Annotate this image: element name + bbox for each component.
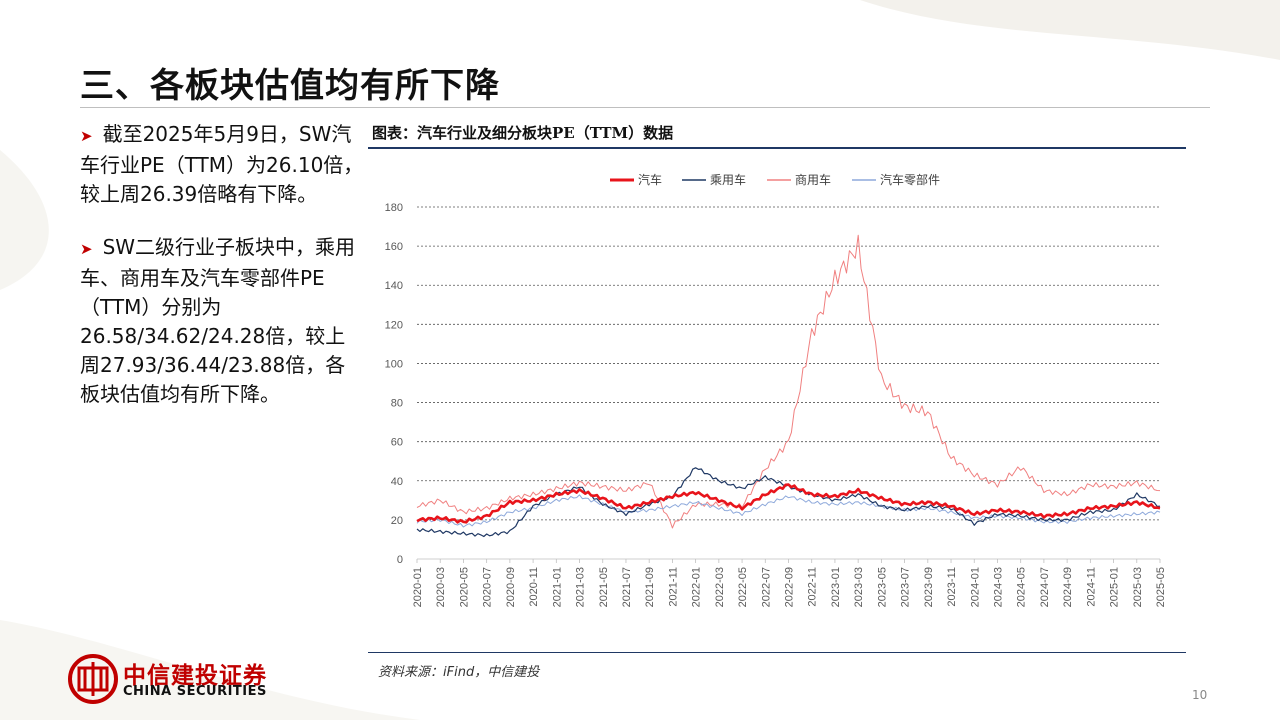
y-tick-label: 180 <box>385 202 403 214</box>
y-tick-label: 120 <box>385 319 403 331</box>
pe-line-chart: 0 20 40 60 80 100 120 140 160 180 2020-01 2020-03 20… <box>385 172 1167 607</box>
x-tick-label: 2021-09 <box>644 567 656 607</box>
x-tick-label: 2022-07 <box>760 567 772 607</box>
x-tick-label: 2022-01 <box>691 567 703 607</box>
bullet-item: ➤ 截至2025年5月9日，SW汽车行业PE（TTM）为26.10倍，较上周26.… <box>80 120 365 209</box>
y-tick-label: 60 <box>391 437 403 449</box>
x-tick-label: 2021-05 <box>598 567 610 607</box>
y-tick-label: 80 <box>391 398 403 410</box>
title-divider <box>80 107 1210 108</box>
bullet-text: SW二级行业子板块中，乘用车、商用车及汽车零部件PE（TTM）分别为26.58/… <box>80 235 356 406</box>
x-tick-label: 2023-11 <box>946 567 958 607</box>
x-tick-label: 2020-01 <box>412 567 424 607</box>
legend-label-parts: 汽车零部件 <box>880 172 940 187</box>
logo-emblem-icon <box>68 654 118 704</box>
x-tick-label: 2023-05 <box>876 567 888 607</box>
series-line-commercial <box>416 234 1161 529</box>
x-tick-label: 2023-07 <box>900 567 912 607</box>
bullet-list: ➤ 截至2025年5月9日，SW汽车行业PE（TTM）为26.10倍，较上周26.… <box>80 120 365 433</box>
x-tick-label: 2022-05 <box>737 567 749 607</box>
x-tick-label: 2025-03 <box>1132 567 1144 607</box>
x-tick-label: 2021-03 <box>575 567 587 607</box>
x-tick-label: 2023-03 <box>853 567 865 607</box>
bullet-arrow-icon: ➤ <box>80 127 93 145</box>
y-tick-label: 20 <box>391 515 403 527</box>
legend-label-auto: 汽车 <box>638 172 662 187</box>
page-number: 10 <box>1192 688 1208 702</box>
x-tick-label: 2024-01 <box>969 567 981 607</box>
x-tick-label: 2024-11 <box>1085 567 1097 607</box>
x-tick-label: 2022-09 <box>784 567 796 607</box>
bullet-text: 截至2025年5月9日，SW汽车行业PE（TTM）为26.10倍，较上周26.3… <box>80 122 364 206</box>
chart-top-rule <box>368 147 1186 149</box>
x-tick-label: 2023-09 <box>923 567 935 607</box>
x-tick-label: 2020-07 <box>482 567 494 607</box>
y-tick-label: 160 <box>385 241 403 253</box>
y-tick-label: 140 <box>385 280 403 292</box>
series-line-parts <box>416 494 1161 528</box>
logo-text-cn: 中信建投证券 <box>123 663 267 689</box>
chart-title: 图表：汽车行业及细分板块PE（TTM）数据 <box>372 124 674 142</box>
chart-bottom-rule <box>368 652 1186 653</box>
legend-label-passenger: 乘用车 <box>710 172 746 187</box>
x-tick-label: 2025-01 <box>1109 567 1121 607</box>
bullet-item: ➤ SW二级行业子板块中，乘用车、商用车及汽车零部件PE（TTM）分别为26.58… <box>80 233 365 409</box>
x-tick-label: 2021-11 <box>667 567 679 607</box>
x-tick-label: 2021-01 <box>551 567 563 607</box>
x-tick-label: 2020-05 <box>458 567 470 607</box>
x-tick-label: 2020-03 <box>435 567 447 607</box>
page-title: 三、各板块估值均有所下降 <box>80 66 500 106</box>
x-tick-label: 2023-01 <box>830 567 842 607</box>
x-tick-label: 2024-03 <box>992 567 1004 607</box>
company-logo: 中信建投证券 CHINA SECURITIES <box>68 652 283 708</box>
x-tick-label: 2024-09 <box>1062 567 1074 607</box>
legend-label-commercial: 商用车 <box>795 172 831 187</box>
y-tick-label: 100 <box>385 358 403 370</box>
x-tick-label: 2025-05 <box>1155 567 1167 607</box>
x-tick-label: 2021-07 <box>621 567 633 607</box>
bullet-arrow-icon: ➤ <box>80 240 93 258</box>
y-tick-label: 0 <box>397 554 403 566</box>
x-tick-label: 2022-11 <box>807 567 819 607</box>
source-note: 资料来源：iFind，中信建投 <box>378 665 540 680</box>
x-tick-label: 2020-09 <box>505 567 517 607</box>
logo-text-en: CHINA SECURITIES <box>123 684 267 699</box>
x-tick-label: 2020-11 <box>528 567 540 607</box>
y-tick-label: 40 <box>391 476 403 488</box>
series-line-auto <box>416 483 1161 524</box>
x-tick-label: 2022-03 <box>714 567 726 607</box>
x-tick-label: 2024-05 <box>1016 567 1028 607</box>
x-tick-label: 2024-07 <box>1039 567 1051 607</box>
